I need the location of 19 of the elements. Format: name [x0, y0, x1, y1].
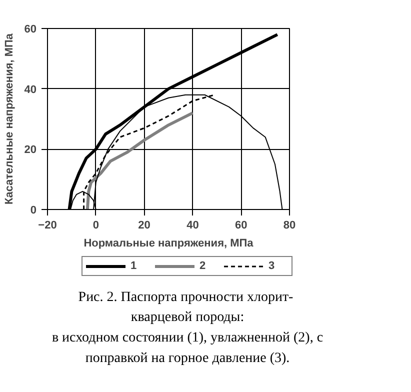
text: Рис. 2. Паспорта прочности хлорит- [78, 290, 294, 305]
x-tick-label: 20 [138, 220, 150, 232]
y-tick-label: 60 [24, 24, 37, 36]
x-tick-label: −20 [38, 220, 57, 232]
y-tick-label: 0 [30, 204, 37, 216]
text: кварцевой породы: [130, 310, 244, 326]
x-tick-label: 80 [283, 220, 296, 232]
legend-label: 2 [200, 260, 207, 272]
y-axis-title: Касательные напряжения, МПа [3, 32, 16, 205]
text: в исходном состоянии (1), увлажненной (2), с [52, 330, 324, 346]
y-tick-label: 40 [24, 84, 37, 96]
legend-label: 3 [268, 260, 276, 272]
x-tick-label: 40 [186, 220, 199, 232]
text: поправкой на горное давление (3). [85, 350, 290, 366]
legend-label: 1 [130, 260, 138, 272]
x-axis-title: Нормальные напряжения, МПа [84, 238, 254, 250]
x-tick-label: 60 [234, 220, 248, 232]
y-tick-label: 20 [24, 144, 37, 156]
x-tick-label: 0 [92, 220, 99, 232]
